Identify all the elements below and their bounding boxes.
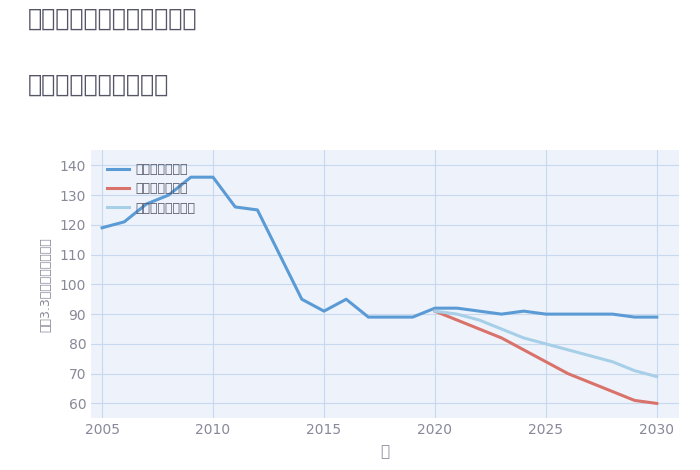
グッドシナリオ (364, 314, 372, 320)
グッドシナリオ (631, 314, 639, 320)
バッドシナリオ (542, 359, 550, 365)
ノーマルシナリオ (631, 368, 639, 374)
グッドシナリオ (409, 314, 417, 320)
ノーマルシナリオ (608, 359, 617, 365)
ノーマルシナリオ (564, 347, 573, 352)
グッドシナリオ (430, 306, 439, 311)
ノーマルシナリオ (475, 317, 484, 323)
ノーマルシナリオ (652, 374, 661, 379)
グッドシナリオ (120, 219, 129, 225)
バッドシナリオ (631, 398, 639, 403)
バッドシナリオ (586, 380, 594, 385)
グッドシナリオ (209, 174, 217, 180)
グッドシナリオ (608, 311, 617, 317)
ノーマルシナリオ (430, 308, 439, 314)
グッドシナリオ (497, 311, 505, 317)
グッドシナリオ (519, 308, 528, 314)
Text: 兵庫県豊岡市出石町福住の: 兵庫県豊岡市出石町福住の (28, 7, 197, 31)
Legend: グッドシナリオ, バッドシナリオ, ノーマルシナリオ: グッドシナリオ, バッドシナリオ, ノーマルシナリオ (103, 159, 200, 219)
ノーマルシナリオ (586, 353, 594, 359)
バッドシナリオ (497, 335, 505, 341)
バッドシナリオ (652, 400, 661, 406)
グッドシナリオ (98, 225, 106, 231)
Line: バッドシナリオ: バッドシナリオ (435, 311, 657, 403)
グッドシナリオ (187, 174, 195, 180)
Line: グッドシナリオ: グッドシナリオ (102, 177, 657, 317)
グッドシナリオ (231, 204, 239, 210)
X-axis label: 年: 年 (380, 444, 390, 459)
ノーマルシナリオ (497, 326, 505, 332)
Y-axis label: 坪（3.3㎡）単価（万円）: 坪（3.3㎡）単価（万円） (40, 237, 52, 332)
グッドシナリオ (142, 201, 150, 207)
グッドシナリオ (275, 252, 284, 258)
グッドシナリオ (342, 297, 351, 302)
ノーマルシナリオ (519, 335, 528, 341)
Text: 中古戸建ての価格推移: 中古戸建ての価格推移 (28, 73, 169, 97)
グッドシナリオ (386, 314, 395, 320)
グッドシナリオ (542, 311, 550, 317)
バッドシナリオ (564, 371, 573, 376)
グッドシナリオ (586, 311, 594, 317)
ノーマルシナリオ (453, 311, 461, 317)
バッドシナリオ (430, 308, 439, 314)
グッドシナリオ (475, 308, 484, 314)
グッドシナリオ (453, 306, 461, 311)
グッドシナリオ (298, 297, 306, 302)
バッドシナリオ (453, 317, 461, 323)
Line: ノーマルシナリオ: ノーマルシナリオ (435, 311, 657, 376)
バッドシナリオ (519, 347, 528, 352)
グッドシナリオ (320, 308, 328, 314)
ノーマルシナリオ (542, 341, 550, 347)
バッドシナリオ (608, 389, 617, 394)
バッドシナリオ (475, 326, 484, 332)
グッドシナリオ (652, 314, 661, 320)
グッドシナリオ (564, 311, 573, 317)
グッドシナリオ (164, 192, 173, 198)
グッドシナリオ (253, 207, 262, 213)
